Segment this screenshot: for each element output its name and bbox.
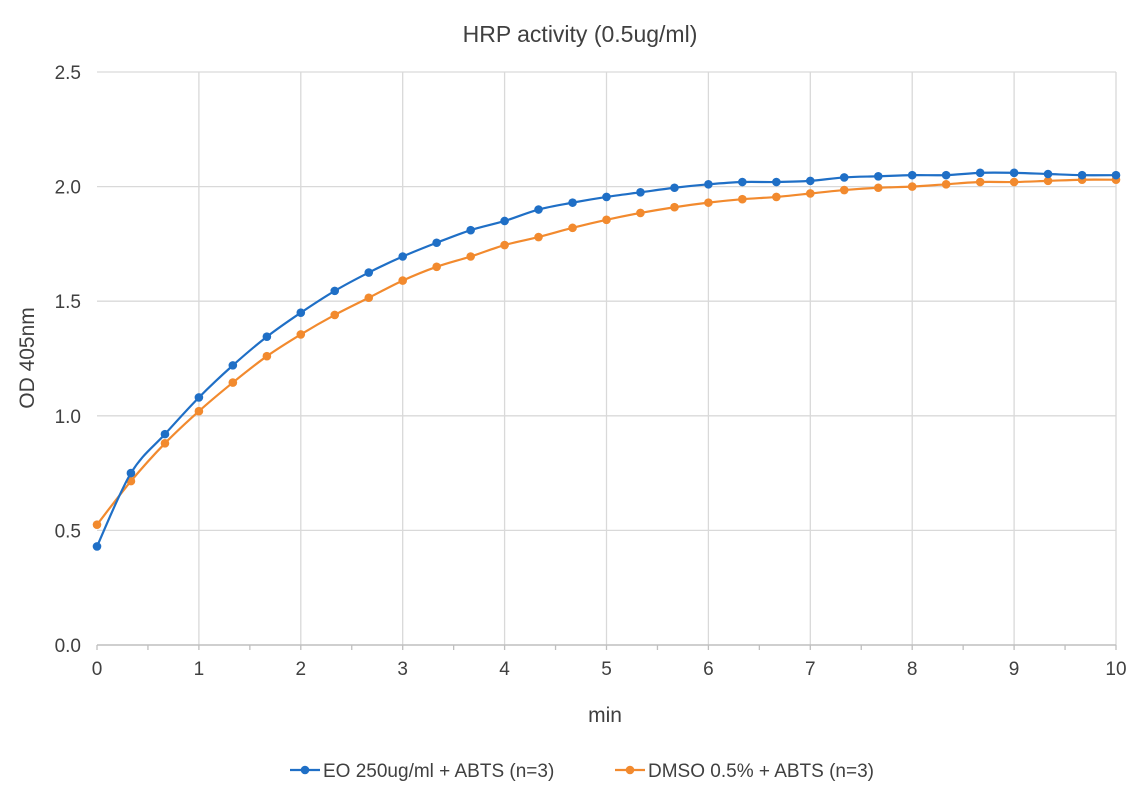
data-point xyxy=(738,194,747,204)
data-point xyxy=(534,205,543,214)
data-point xyxy=(500,240,509,250)
x-tick-label: 10 xyxy=(1105,659,1126,680)
data-point xyxy=(160,429,170,439)
data-point xyxy=(704,180,713,189)
data-point xyxy=(975,177,985,187)
data-point xyxy=(1111,170,1121,180)
data-point xyxy=(92,542,102,551)
y-tick-label: 2.0 xyxy=(55,178,81,199)
data-point xyxy=(228,378,238,387)
data-point xyxy=(466,225,475,235)
data-point xyxy=(296,330,306,339)
data-point xyxy=(670,202,679,212)
legend-marker xyxy=(625,765,635,775)
data-point xyxy=(772,177,781,187)
x-tick-label: 3 xyxy=(397,659,408,680)
data-point xyxy=(330,310,340,320)
data-point xyxy=(941,170,951,180)
data-point xyxy=(194,393,204,402)
data-point xyxy=(194,406,204,416)
y-tick-label: 1.5 xyxy=(55,292,81,313)
data-point xyxy=(1009,168,1019,178)
data-point xyxy=(670,183,679,193)
data-point xyxy=(704,198,713,207)
gridlines xyxy=(97,71,1117,645)
data-point xyxy=(602,215,611,225)
data-point xyxy=(873,183,883,193)
data-point xyxy=(907,182,917,191)
axes: 0 1 2 3 4 5 6 7 8 9 10 0.0 0.5 1.0 1.5 2.0 2.5 xyxy=(55,63,1127,680)
data-point xyxy=(228,361,238,370)
legend-label: EO 250ug/ml + ABTS (n=3) xyxy=(323,761,554,782)
data-point xyxy=(126,468,136,478)
data-point xyxy=(907,170,917,180)
x-tick-label: 7 xyxy=(805,659,816,680)
data-point xyxy=(500,216,509,226)
data-point xyxy=(602,192,611,202)
y-tick-label: 0.5 xyxy=(55,521,81,542)
data-point xyxy=(806,176,815,186)
data-point xyxy=(636,208,645,218)
y-axis-label: OD 405nm xyxy=(16,307,39,409)
y-tick-label: 2.5 xyxy=(55,63,81,84)
y-tick-label: 0.0 xyxy=(55,636,81,657)
data-point xyxy=(432,238,441,248)
x-tick-label: 1 xyxy=(194,659,205,680)
data-point xyxy=(839,185,849,195)
data-point xyxy=(568,198,577,207)
data-point xyxy=(941,180,951,189)
legend-label: DMSO 0.5% + ABTS (n=3) xyxy=(648,761,874,782)
data-point xyxy=(568,223,577,233)
data-point xyxy=(738,177,747,187)
data-point xyxy=(262,351,272,361)
data-point xyxy=(806,189,815,198)
x-axis-label: min xyxy=(588,704,622,727)
data-point xyxy=(1043,176,1053,186)
data-point xyxy=(330,286,340,296)
data-point xyxy=(296,308,306,317)
data-point xyxy=(1077,170,1087,180)
data-point xyxy=(262,332,272,342)
legend: EO 250ug/ml + ABTS (n=3) DMSO 0.5% + ABTS… xyxy=(290,761,874,782)
data-point xyxy=(160,439,170,448)
series xyxy=(92,168,1121,551)
x-tick-label: 8 xyxy=(907,659,918,680)
x-tick-label: 0 xyxy=(92,659,103,680)
legend-marker xyxy=(300,765,310,775)
x-tick-label: 9 xyxy=(1009,659,1020,680)
x-tick-label: 6 xyxy=(703,659,714,680)
data-point xyxy=(466,252,475,261)
data-point xyxy=(432,262,441,272)
data-point xyxy=(398,252,408,261)
y-tick-label: 1.0 xyxy=(55,407,81,428)
data-point xyxy=(772,192,781,202)
data-point xyxy=(92,520,102,529)
data-point xyxy=(839,173,849,182)
x-tick-label: 2 xyxy=(296,659,307,680)
data-point xyxy=(534,232,543,242)
data-point xyxy=(975,168,985,178)
data-point xyxy=(364,268,374,277)
data-point xyxy=(1009,177,1019,187)
data-point xyxy=(1043,169,1053,179)
data-point xyxy=(398,276,408,285)
x-tick-label: 4 xyxy=(499,659,510,680)
data-point xyxy=(636,188,645,197)
x-tick-label: 5 xyxy=(601,659,612,680)
chart-title: HRP activity (0.5ug/ml) xyxy=(463,21,698,47)
data-point xyxy=(364,293,374,303)
data-point xyxy=(873,171,883,181)
